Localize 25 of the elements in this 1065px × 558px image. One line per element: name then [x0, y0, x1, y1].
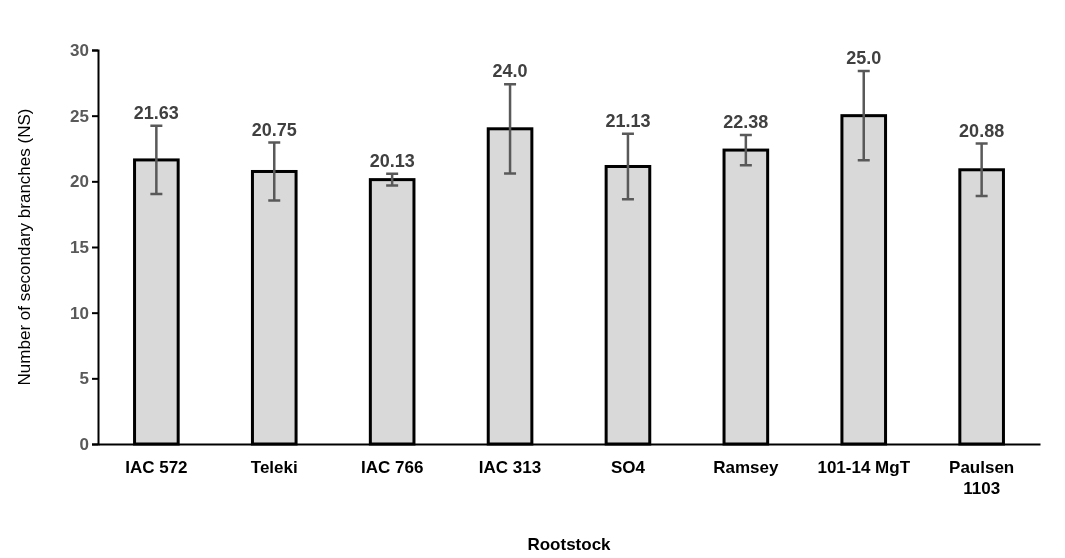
x-tick-label: 101-14 MgT	[817, 457, 911, 477]
x-tick-label: Teleki	[250, 457, 298, 477]
data-label: 20.88	[959, 120, 1005, 141]
data-label: 25.0	[846, 48, 882, 69]
x-tick-label: Ramsey	[713, 457, 779, 477]
y-axis-title: Number of secondary branches (NS)	[15, 108, 34, 386]
x-tick-label: IAC 766	[360, 457, 424, 477]
data-label: 20.75	[251, 119, 297, 140]
y-tick-label: 0	[79, 434, 89, 454]
x-tick-label: Paulsen 1103	[949, 457, 1015, 498]
data-label: 20.13	[369, 150, 415, 171]
y-tick-label: 5	[79, 369, 89, 389]
x-axis-title: Rootstock	[527, 535, 612, 554]
data-label: 24.0	[492, 61, 528, 82]
data-label: 21.63	[133, 102, 179, 123]
x-tick-label: IAC 313	[478, 457, 542, 477]
y-tick-label: 30	[70, 40, 89, 60]
y-tick-label: 15	[70, 237, 89, 257]
y-tick-label: 25	[70, 106, 89, 126]
y-tick-label: 20	[70, 172, 89, 192]
y-tick-label: 10	[70, 303, 89, 323]
x-tick-label: SO4	[610, 457, 646, 477]
data-label: 22.38	[723, 111, 769, 132]
x-tick-label: IAC 572	[125, 457, 188, 477]
data-label: 21.13	[605, 110, 651, 131]
